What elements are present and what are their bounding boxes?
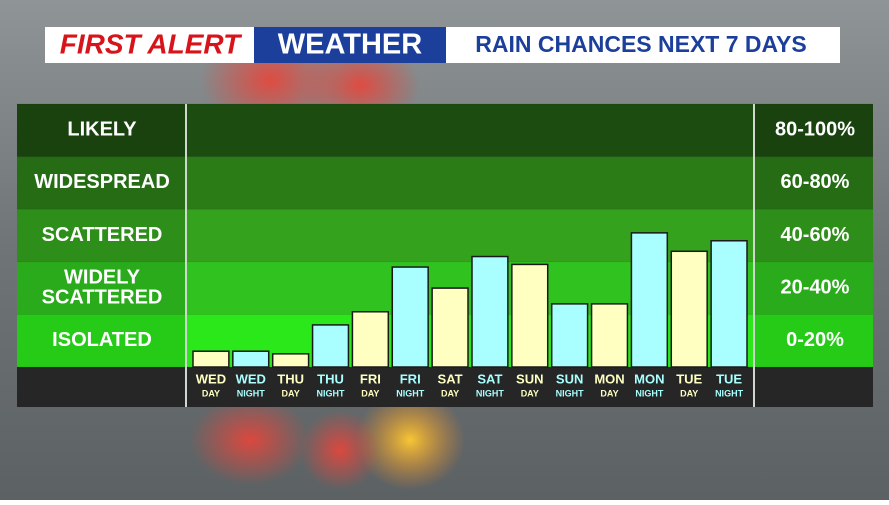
x-tick-sublabel: NIGHT [396, 388, 425, 398]
bar [351, 311, 390, 368]
bar [511, 263, 549, 368]
title-weather: WEATHER [278, 29, 423, 61]
x-tick-label: SAT [438, 371, 463, 386]
bar [710, 240, 748, 368]
band-range-shade [753, 156, 873, 210]
band-range: 40-60% [781, 224, 850, 246]
x-tick-label: SAT [477, 371, 502, 386]
title-brand: FIRST ALERT [60, 28, 243, 59]
band-range-shade [753, 209, 873, 262]
x-tick-label: MON [634, 371, 664, 386]
bar [391, 266, 429, 368]
x-tick-sublabel: NIGHT [635, 388, 664, 398]
bar [670, 250, 708, 368]
band-range-shade [753, 261, 873, 315]
x-tick-sublabel: DAY [361, 388, 379, 398]
bar [431, 287, 469, 368]
band-label-shade [17, 104, 187, 157]
x-tick-sublabel: NIGHT [556, 388, 585, 398]
band-range: 80-100% [775, 119, 855, 141]
bar [550, 303, 589, 368]
x-tick-sublabel: DAY [202, 388, 220, 398]
x-tick-label: MON [594, 371, 624, 386]
x-tick-sublabel: DAY [680, 388, 698, 398]
band-range: 60-80% [781, 171, 850, 193]
bar [311, 324, 350, 368]
background-blur [355, 390, 465, 490]
band-range-shade [753, 104, 873, 157]
x-tick-sublabel: NIGHT [237, 388, 266, 398]
title-subtitle: RAIN CHANCES NEXT 7 DAYS [475, 31, 806, 57]
x-tick-label: THU [317, 371, 344, 386]
band-label: SCATTERED [42, 286, 163, 308]
x-tick-sublabel: NIGHT [476, 388, 505, 398]
band-label: WIDELY [64, 266, 141, 288]
x-tick-label: TUE [716, 371, 742, 386]
bar [590, 303, 629, 368]
band-label-shade [17, 314, 187, 367]
x-tick-label: SUN [556, 371, 583, 386]
x-tick-label: TUE [676, 371, 702, 386]
x-tick-sublabel: NIGHT [715, 388, 744, 398]
x-tick-label: WED [196, 371, 226, 386]
band-label-shade [17, 209, 187, 262]
x-tick-sublabel: NIGHT [317, 388, 346, 398]
bar [271, 353, 310, 368]
band-range: 20-40% [781, 276, 850, 298]
band-label-shade [17, 261, 187, 315]
x-tick-sublabel: DAY [600, 388, 618, 398]
band-range-shade [753, 314, 873, 367]
x-tick-sublabel: DAY [282, 388, 300, 398]
bar [192, 350, 230, 368]
bar [630, 232, 669, 368]
x-tick-sublabel: DAY [441, 388, 459, 398]
x-tick-sublabel: DAY [521, 388, 539, 398]
bar [471, 255, 509, 368]
band-label: SCATTERED [42, 224, 163, 246]
band-label: LIKELY [67, 119, 137, 141]
background-blur [300, 410, 380, 490]
x-tick-label: SUN [516, 371, 543, 386]
band-range: 0-20% [786, 329, 844, 351]
x-tick-label: THU [277, 371, 304, 386]
x-tick-label: FRI [400, 371, 421, 386]
bar [232, 350, 270, 368]
title-highlight [254, 27, 446, 63]
band [17, 104, 873, 157]
background-blur [190, 395, 310, 485]
band-label: WIDESPREAD [34, 171, 170, 193]
band [17, 156, 873, 210]
band-label: ISOLATED [52, 329, 152, 351]
x-tick-label: FRI [360, 371, 381, 386]
band-label-shade [17, 156, 187, 210]
axis-strip [17, 367, 873, 407]
x-tick-label: WED [236, 371, 266, 386]
